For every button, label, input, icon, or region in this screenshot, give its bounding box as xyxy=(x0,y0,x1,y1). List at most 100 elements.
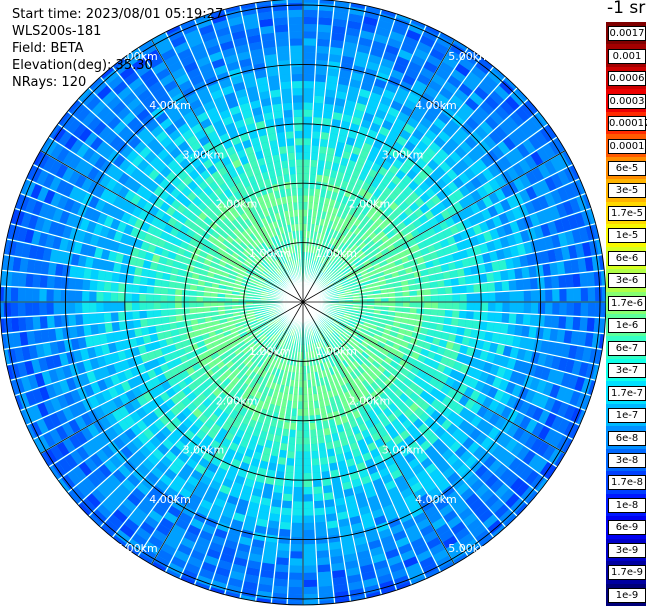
ray-separator xyxy=(302,178,580,303)
range-gate xyxy=(441,173,453,185)
range-gate xyxy=(514,325,523,336)
range-gate xyxy=(390,100,403,112)
range-gate xyxy=(431,302,439,309)
range-gate xyxy=(530,302,539,314)
range-gate xyxy=(288,436,296,445)
range-gate xyxy=(310,260,314,268)
range-gate xyxy=(303,529,315,538)
range-gate xyxy=(118,311,126,321)
range-gate xyxy=(261,378,268,387)
range-gate xyxy=(456,108,470,122)
range-gate xyxy=(5,333,15,348)
range-gate xyxy=(140,318,148,328)
range-gate xyxy=(334,339,341,347)
range-gate xyxy=(152,529,167,543)
range-gate xyxy=(43,432,56,448)
range-gate xyxy=(333,380,341,389)
range-gate xyxy=(218,427,228,438)
range-gate xyxy=(349,153,359,163)
range-gate xyxy=(374,156,385,166)
range-gate xyxy=(456,127,469,141)
range-gate xyxy=(208,510,221,522)
range-gate xyxy=(479,57,493,69)
range-gate xyxy=(360,563,375,574)
range-gate xyxy=(77,255,87,267)
range-gate xyxy=(157,549,173,562)
range-gate xyxy=(90,324,99,335)
range-gate xyxy=(303,88,314,96)
range-gate xyxy=(225,431,235,442)
range-gate xyxy=(255,315,263,320)
range-gate xyxy=(326,513,337,522)
range-gate xyxy=(480,436,493,450)
range-gate xyxy=(323,492,334,501)
range-gate xyxy=(368,539,382,550)
range-gate xyxy=(334,497,346,507)
range-gate xyxy=(19,258,29,273)
range-gate xyxy=(447,333,457,343)
range-gate xyxy=(429,281,438,289)
range-gate xyxy=(218,337,227,344)
range-gate xyxy=(156,523,171,537)
range-gate xyxy=(59,379,70,394)
range-gate xyxy=(380,497,393,508)
range-gate xyxy=(462,77,478,91)
range-gate xyxy=(303,188,309,196)
range-gate xyxy=(303,465,312,474)
range-gate xyxy=(395,245,405,254)
range-gate xyxy=(138,553,153,564)
range-gate xyxy=(248,317,257,323)
range-gate xyxy=(351,287,359,292)
range-gate xyxy=(466,293,475,302)
range-gate xyxy=(515,503,528,516)
range-gate xyxy=(482,252,492,263)
range-gate xyxy=(39,275,48,288)
range-gate xyxy=(508,280,517,291)
range-gate xyxy=(320,265,327,272)
range-gate xyxy=(258,583,273,593)
range-gate xyxy=(186,458,198,469)
range-gate xyxy=(515,482,530,497)
range-gate xyxy=(87,347,97,359)
range-gate xyxy=(420,327,429,335)
range-gate xyxy=(439,32,454,43)
range-gate xyxy=(112,489,126,503)
range-gate xyxy=(317,356,323,364)
range-gate xyxy=(411,575,426,585)
range-gate xyxy=(379,212,389,222)
range-gate xyxy=(454,146,467,159)
range-gate xyxy=(473,311,481,321)
ray-separator xyxy=(302,285,606,303)
range-gate xyxy=(110,240,120,252)
range-gate xyxy=(303,408,309,416)
range-gate xyxy=(321,248,326,257)
range-gate xyxy=(114,341,124,352)
range-gate xyxy=(218,310,226,316)
range-gate xyxy=(530,438,544,453)
range-gate xyxy=(357,155,367,166)
range-gate xyxy=(464,193,476,206)
range-gate xyxy=(495,483,509,498)
range-gate xyxy=(338,261,346,269)
range-gate xyxy=(457,432,469,445)
range-gate xyxy=(354,58,367,68)
range-gate xyxy=(112,422,124,436)
range-gate xyxy=(395,291,403,297)
range-gate xyxy=(489,342,499,354)
range-gate xyxy=(141,403,153,415)
range-gate xyxy=(273,336,280,344)
range-gate xyxy=(446,453,459,466)
range-gate xyxy=(216,264,225,272)
range-gate xyxy=(327,527,340,536)
range-gate xyxy=(231,266,240,273)
range-gate xyxy=(210,352,220,360)
range-gate xyxy=(502,453,516,468)
range-gate xyxy=(267,365,274,374)
range-gate xyxy=(325,268,332,276)
range-gate xyxy=(355,322,363,328)
range-gate xyxy=(528,454,542,469)
range-gate xyxy=(510,498,525,513)
range-gate xyxy=(316,45,329,54)
range-gate xyxy=(361,273,370,279)
range-gate xyxy=(580,288,589,302)
